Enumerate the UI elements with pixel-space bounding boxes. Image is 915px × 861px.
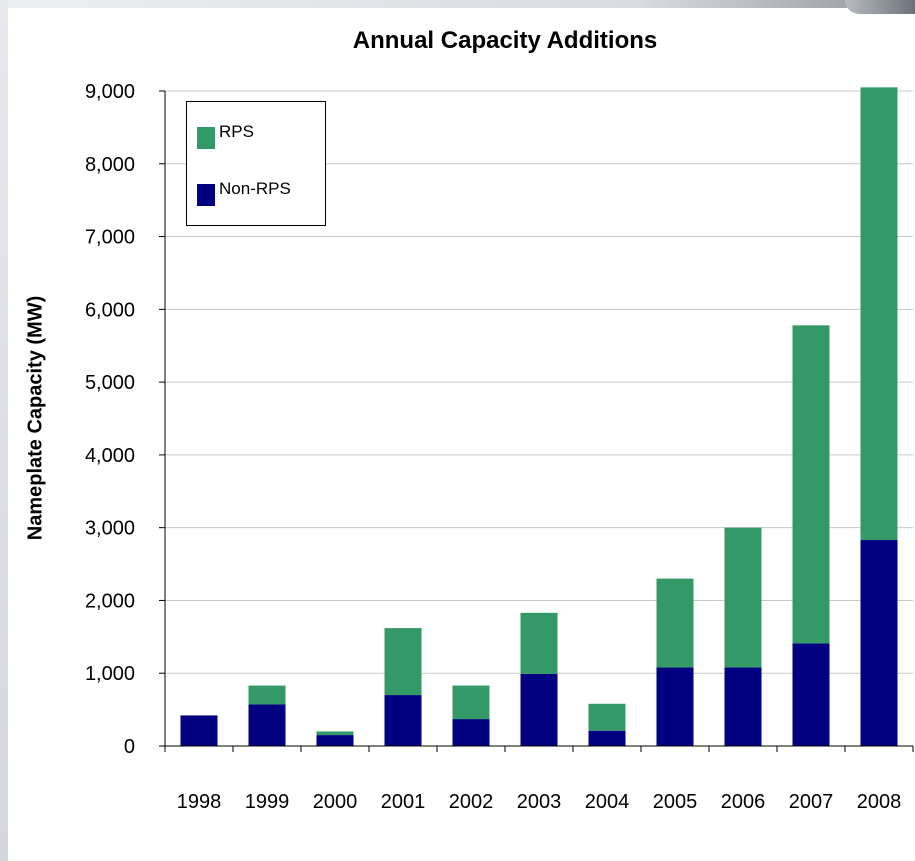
y-tick-label: 0 [124,736,135,758]
bar-rps [724,527,762,668]
x-tick-label: 1998 [177,791,222,813]
legend-swatch-non-rps [197,184,215,206]
bar-non-rps [656,667,694,746]
y-tick-label: 5,000 [85,372,135,394]
x-tick-label: 2006 [721,791,766,813]
bar-rps [792,325,830,644]
bar-non-rps [792,643,830,746]
x-tick-label: 2000 [313,791,358,813]
x-tick-label: 2002 [449,791,494,813]
bar-rps [384,628,422,696]
x-tick-labels: 1998 1999 2000 2001 2002 2003 2004 2005 2006 2007… [177,791,902,813]
y-tick-label: 9,000 [85,81,135,103]
y-tick-label: 4,000 [85,445,135,467]
bar-rps [248,685,286,705]
x-tick-label: 2007 [789,791,834,813]
bar-non-rps [384,695,422,746]
y-tick-label: 1,000 [85,663,135,685]
bar-non-rps [520,673,558,746]
y-tick-label: 6,000 [85,299,135,321]
bar-non-rps [248,704,286,746]
bar-rps [860,87,898,541]
legend-label-non-rps: Non-RPS [219,179,291,198]
x-tick-label: 2003 [517,791,562,813]
bar-rps [452,685,490,720]
bar-non-rps [316,735,354,746]
legend-swatch-rps [197,127,215,149]
bar-non-rps [860,540,898,746]
x-tick-label: 2004 [585,791,630,813]
y-tick-label: 3,000 [85,518,135,540]
legend: RPS Non-RPS [186,101,326,226]
x-tick-label: 2008 [857,791,902,813]
x-tick-label: 2001 [381,791,426,813]
chart-title: Annual Capacity Additions [352,27,658,54]
bars [180,87,898,746]
y-tick-label: 2,000 [85,590,135,612]
bar-rps [588,703,626,731]
bar-non-rps [452,719,490,746]
bar-non-rps [724,667,762,746]
y-tick-label: 7,000 [85,227,135,249]
x-tick-label: 2005 [653,791,698,813]
bar-non-rps [180,715,218,746]
axes [159,90,914,752]
y-tick-label: 8,000 [85,154,135,176]
bar-rps [656,578,694,668]
bar-rps [520,612,558,674]
window-frame-top [0,0,915,8]
bar-non-rps [588,730,626,746]
window-frame-left [0,0,8,861]
bar-rps [316,731,354,736]
window-frame-corner [845,0,915,14]
legend-label-rps: RPS [219,122,254,141]
x-tick-label: 1999 [245,791,290,813]
y-tick-labels: 0 1,000 2,000 3,000 4,000 5,000 6,000 7,000 8,00… [85,81,135,758]
